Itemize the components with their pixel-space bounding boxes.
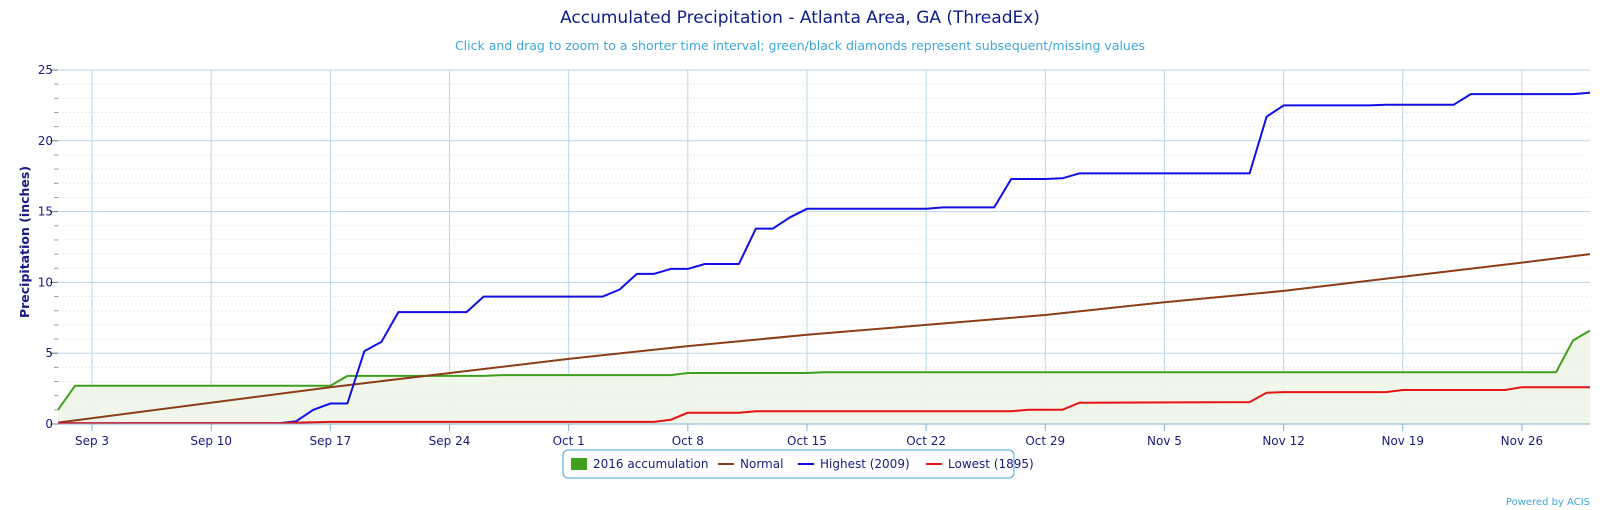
credit-link[interactable]: Powered by ACIS (1506, 497, 1590, 508)
legend-label: Lowest (1895) (948, 457, 1034, 471)
x-tick-label: Oct 15 (787, 434, 827, 448)
x-tick-label: Nov 12 (1262, 434, 1305, 448)
legend-item-lowest-1895[interactable]: Lowest (1895) (926, 457, 1034, 471)
chart-title: Accumulated Precipitation - Atlanta Area… (560, 8, 1040, 28)
legend-label: Highest (2009) (820, 457, 910, 471)
legend[interactable]: 2016 accumulation Normal Highest (2009) Low… (562, 449, 1034, 479)
series-line-normal[interactable] (57, 253, 1591, 424)
y-tick-label: 5 (45, 346, 53, 360)
legend-item-highest-2009[interactable]: Highest (2009) (798, 457, 910, 471)
x-tick-label: Sep 10 (190, 434, 232, 448)
series-line-highest-2009[interactable] (58, 91, 1591, 425)
y-tick-label: 25 (38, 63, 53, 77)
series-area-2016-accumulation (58, 330, 1590, 424)
legend-swatch (571, 458, 587, 470)
x-tick-label: Nov 5 (1147, 434, 1182, 448)
x-tick-label: Oct 22 (906, 434, 946, 448)
series-line-2016-accumulation[interactable] (57, 329, 1591, 411)
x-tick-label: Oct 1 (553, 434, 585, 448)
grid (58, 69, 1590, 425)
axes: 0 5 10 15 20 25 Sep 3 Sep 10 Sep 17 Sep 24 Oct 1 Oc… (38, 63, 1590, 448)
legend-item-normal[interactable]: Normal (718, 457, 783, 471)
y-tick-label: 15 (38, 205, 53, 219)
legend-label: Normal (740, 457, 783, 471)
legend-label: 2016 accumulation (593, 457, 708, 471)
x-tick-label: Sep 24 (429, 434, 471, 448)
legend-item-2016-accumulation[interactable]: 2016 accumulation (571, 457, 708, 471)
x-tick-label: Nov 19 (1381, 434, 1424, 448)
x-tick-label: Nov 26 (1501, 434, 1544, 448)
chart-subtitle: Click and drag to zoom to a shorter time… (455, 38, 1145, 53)
x-tick-label: Sep 17 (310, 434, 352, 448)
y-tick-label: 20 (38, 134, 53, 148)
series-line-lowest-1895[interactable] (58, 386, 1590, 425)
y-tick-label: 0 (45, 417, 53, 431)
x-tick-label: Oct 29 (1025, 434, 1065, 448)
y-axis-label: Precipitation (inches) (17, 166, 32, 318)
x-tick-label: Oct 8 (672, 434, 704, 448)
legend-box (562, 449, 1015, 479)
x-tick-label: Sep 3 (75, 434, 109, 448)
y-tick-label: 10 (38, 275, 53, 289)
area-layer (58, 330, 1590, 424)
series-layer (57, 91, 1591, 425)
